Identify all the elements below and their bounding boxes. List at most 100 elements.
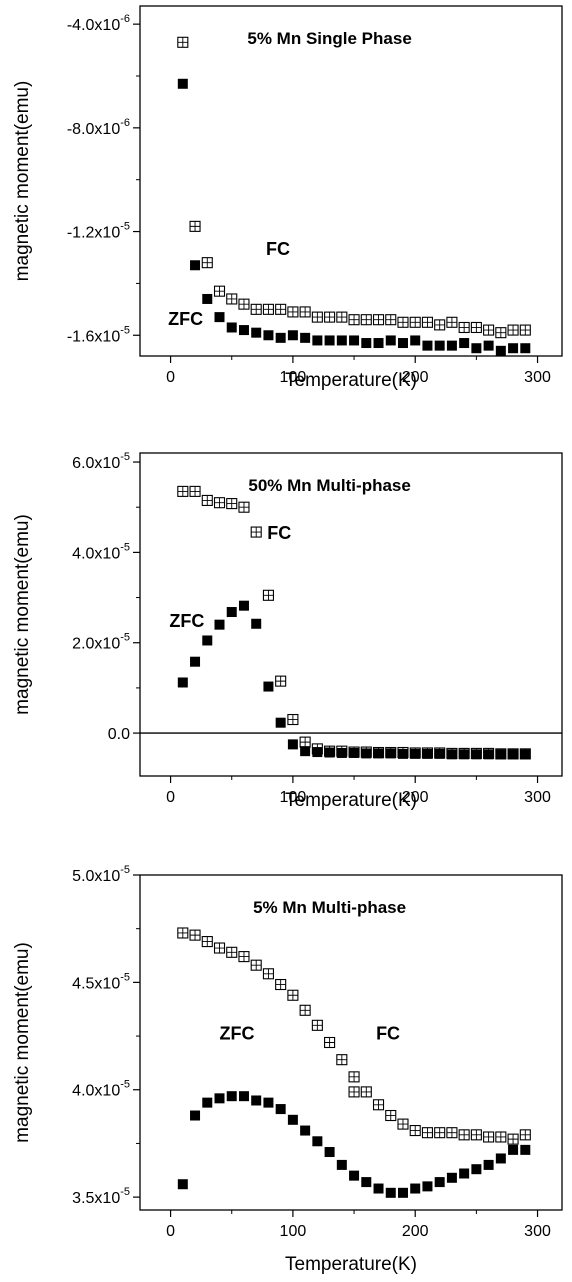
data-point-fc: [385, 314, 397, 326]
data-point-zfc: [226, 607, 237, 618]
data-point-zfc: [471, 343, 482, 354]
data-point-fc: [275, 978, 287, 991]
y-tick-label: 5.0x10-5: [72, 864, 130, 885]
data-point-fc: [397, 316, 409, 328]
data-point-fc: [495, 1131, 507, 1143]
data-point-fc: [213, 285, 226, 297]
data-point-fc: [421, 316, 433, 328]
x-tick-label: 100: [280, 789, 307, 806]
data-point-fc: [189, 929, 201, 941]
data-point-fc: [372, 1099, 385, 1111]
data-point-zfc: [397, 1187, 408, 1198]
data-point-zfc: [214, 1093, 225, 1104]
plot-frame: [139, 5, 563, 357]
data-point-fc: [262, 589, 274, 601]
data-point-fc: [409, 316, 421, 328]
data-point-fc: [470, 1129, 482, 1141]
annotation-fc: FC: [376, 1023, 400, 1043]
data-point-fc: [458, 321, 470, 334]
data-point-zfc: [214, 619, 225, 630]
data-point-zfc: [287, 330, 298, 341]
data-point-fc: [250, 959, 262, 971]
data-point-zfc: [361, 338, 372, 349]
data-point-fc: [483, 1131, 495, 1143]
x-tick-label: 0: [166, 1223, 175, 1240]
data-point-zfc: [520, 749, 531, 760]
data-point-zfc: [202, 1097, 213, 1108]
data-point-fc: [299, 306, 311, 318]
data-point-zfc: [214, 312, 225, 323]
x-tick-label: 300: [524, 369, 551, 386]
data-point-zfc: [251, 618, 262, 629]
data-point-zfc: [190, 1110, 201, 1121]
data-point-zfc: [349, 335, 360, 346]
data-point-zfc: [190, 260, 201, 271]
data-point-fc: [385, 1109, 397, 1122]
data-point-zfc: [312, 335, 323, 346]
x-tick-label: 300: [524, 789, 551, 806]
data-point-zfc: [508, 343, 519, 354]
x-tick-label: 100: [280, 1223, 307, 1240]
data-point-zfc: [446, 340, 457, 351]
data-point-fc: [226, 293, 238, 305]
data-point-fc: [434, 319, 446, 331]
data-point-fc: [213, 497, 226, 509]
data-point-fc: [311, 1019, 323, 1031]
data-point-fc: [201, 936, 213, 948]
data-point-fc: [311, 311, 323, 323]
x-tick-label: 300: [524, 1223, 551, 1240]
data-point-zfc: [373, 748, 384, 759]
data-point-fc: [360, 314, 372, 326]
data-point-zfc: [251, 1095, 262, 1106]
data-point-zfc: [397, 748, 408, 759]
y-tick-label: 4.0x10-5: [72, 541, 130, 562]
data-point-zfc: [336, 747, 347, 758]
data-point-fc: [507, 324, 519, 336]
data-point-zfc: [508, 1144, 519, 1155]
data-point-fc: [287, 306, 299, 318]
x-axis-title: Temperature(K): [285, 790, 417, 811]
data-point-fc: [360, 1086, 372, 1098]
data-point-zfc: [446, 1172, 457, 1183]
data-point-fc: [446, 1127, 458, 1139]
data-point-zfc: [446, 749, 457, 760]
data-point-zfc: [385, 1187, 396, 1198]
data-point-fc: [275, 675, 287, 687]
data-point-zfc: [238, 1091, 249, 1102]
data-point-zfc: [349, 747, 360, 758]
data-point-fc: [336, 311, 348, 323]
annotation-zfc: ZFC: [220, 1023, 255, 1043]
x-tick-label: 100: [280, 369, 307, 386]
data-point-fc: [226, 946, 238, 958]
data-point-zfc: [312, 747, 323, 758]
data-point-fc: [287, 713, 299, 726]
data-point-zfc: [336, 335, 347, 346]
data-point-fc: [275, 303, 287, 315]
data-point-zfc: [226, 322, 237, 333]
data-point-fc: [262, 968, 274, 980]
data-point-zfc: [422, 1181, 433, 1192]
y-tick-label: -4.0x10-6: [67, 13, 130, 34]
data-point-zfc: [397, 338, 408, 349]
data-point-zfc: [434, 1177, 445, 1188]
data-point-zfc: [226, 1091, 237, 1102]
data-point-zfc: [410, 335, 421, 346]
data-point-zfc: [275, 1104, 286, 1115]
data-point-zfc: [300, 1125, 311, 1136]
panel-title: 5% Mn Multi-phase: [253, 898, 406, 917]
data-point-fc: [324, 311, 336, 323]
data-point-zfc: [495, 749, 506, 760]
data-point-fc: [201, 494, 213, 506]
data-point-zfc: [177, 677, 188, 688]
annotation-zfc: ZFC: [168, 309, 203, 329]
data-point-fc: [519, 324, 531, 336]
data-point-zfc: [495, 1153, 506, 1164]
data-point-fc: [287, 989, 299, 1001]
data-point-zfc: [324, 335, 335, 346]
y-tick-label: -8.0x10-6: [67, 117, 130, 138]
data-point-zfc: [520, 343, 531, 354]
data-point-fc: [458, 1129, 470, 1141]
y-axis-title: magnetic moment(emu): [12, 942, 33, 1143]
data-point-zfc: [202, 293, 213, 304]
data-point-zfc: [263, 1097, 274, 1108]
